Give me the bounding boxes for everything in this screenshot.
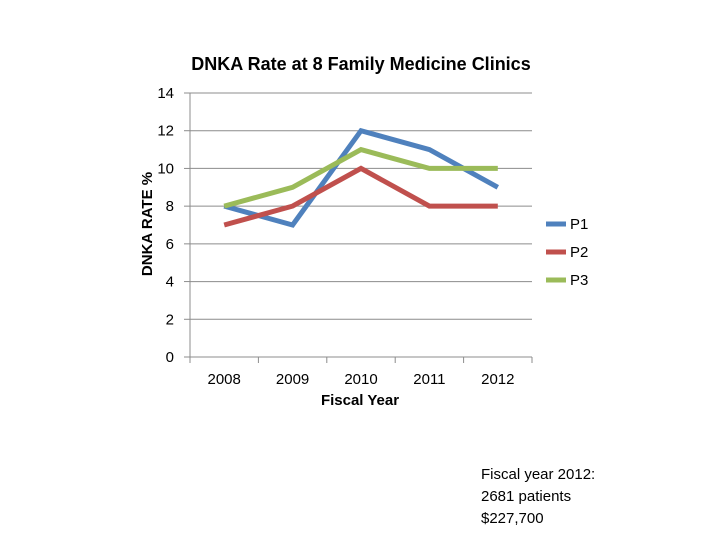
legend-label-p2: P2	[570, 244, 588, 261]
x-tick-labels: 2008 2009 2010 2011 2012	[208, 371, 515, 388]
y-tick-labels: 0 2 4 6 8 10 12 14	[157, 85, 174, 366]
y-tick-label: 6	[166, 236, 174, 253]
x-tick-label: 2011	[413, 371, 445, 388]
fiscal-note: Fiscal year 2012: 2681 patients $227,700	[481, 464, 595, 530]
y-tick-label: 2	[166, 311, 174, 328]
x-tick-label: 2010	[344, 371, 377, 388]
y-tick-label: 8	[166, 198, 174, 215]
series-line-p2	[223, 165, 498, 228]
y-axis-label: DNKA RATE %	[139, 172, 156, 276]
x-tick-label: 2012	[481, 371, 514, 388]
legend-label-p3: P3	[570, 272, 588, 289]
note-line-1: Fiscal year 2012:	[481, 466, 596, 483]
x-tick-label: 2008	[208, 371, 241, 388]
axes	[184, 92, 533, 363]
y-tick-label: 0	[166, 349, 174, 366]
y-tick-label: 10	[157, 160, 174, 177]
series-line-p1	[223, 127, 500, 228]
x-tick-label: 2009	[276, 371, 309, 388]
note-line-3: $227,700	[481, 510, 544, 527]
chart-title: DNKA Rate at 8 Family Medicine Clinics	[191, 54, 530, 74]
series-line-p3	[223, 146, 498, 209]
y-tick-label: 4	[166, 274, 174, 291]
legend-label-p1: P1	[570, 216, 588, 233]
y-tick-label: 14	[157, 85, 174, 102]
x-axis-label: Fiscal Year	[321, 392, 399, 409]
series-lines	[223, 127, 500, 228]
legend: P1 P2 P3	[546, 216, 588, 289]
y-tick-label: 12	[157, 123, 174, 140]
note-line-2: 2681 patients	[481, 488, 572, 505]
